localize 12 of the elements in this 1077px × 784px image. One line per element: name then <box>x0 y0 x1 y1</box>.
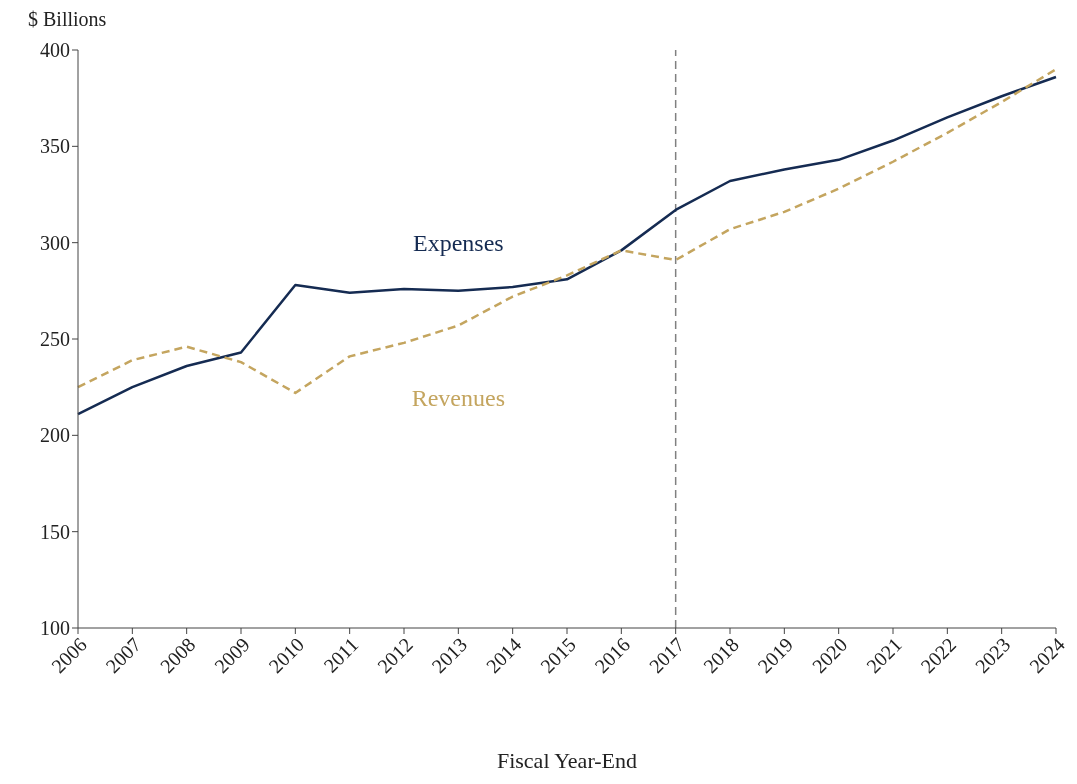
y-axis-title: $ Billions <box>28 8 107 31</box>
x-tick-label: 2011 <box>319 633 363 677</box>
x-axis-title: Fiscal Year-End <box>496 748 638 773</box>
y-tick-label: 250 <box>40 328 70 351</box>
y-tick-label: 100 <box>40 617 70 640</box>
series-label: Revenues <box>411 384 505 411</box>
y-tick-label: 350 <box>40 135 70 158</box>
y-tick-label: 150 <box>40 520 70 543</box>
series-label: Expenses <box>413 229 504 256</box>
y-tick-label: 200 <box>40 424 70 447</box>
y-tick-label: 300 <box>40 231 70 254</box>
y-tick-label: 400 <box>40 39 70 62</box>
